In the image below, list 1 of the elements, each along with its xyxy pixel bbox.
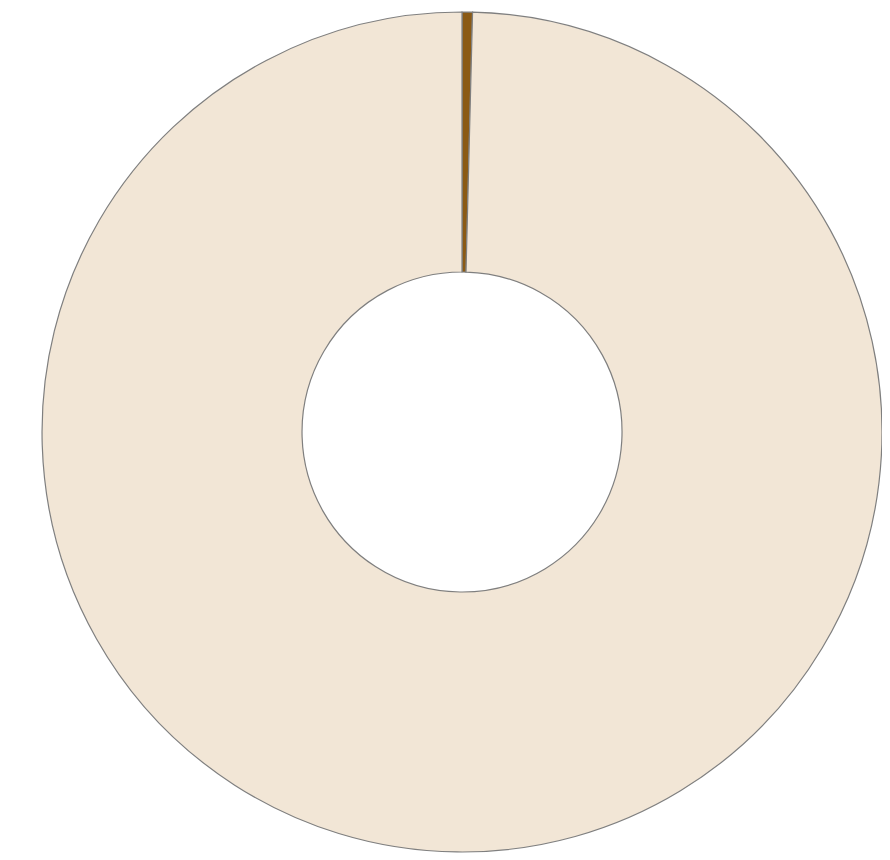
donut-slice [41, 11, 882, 853]
